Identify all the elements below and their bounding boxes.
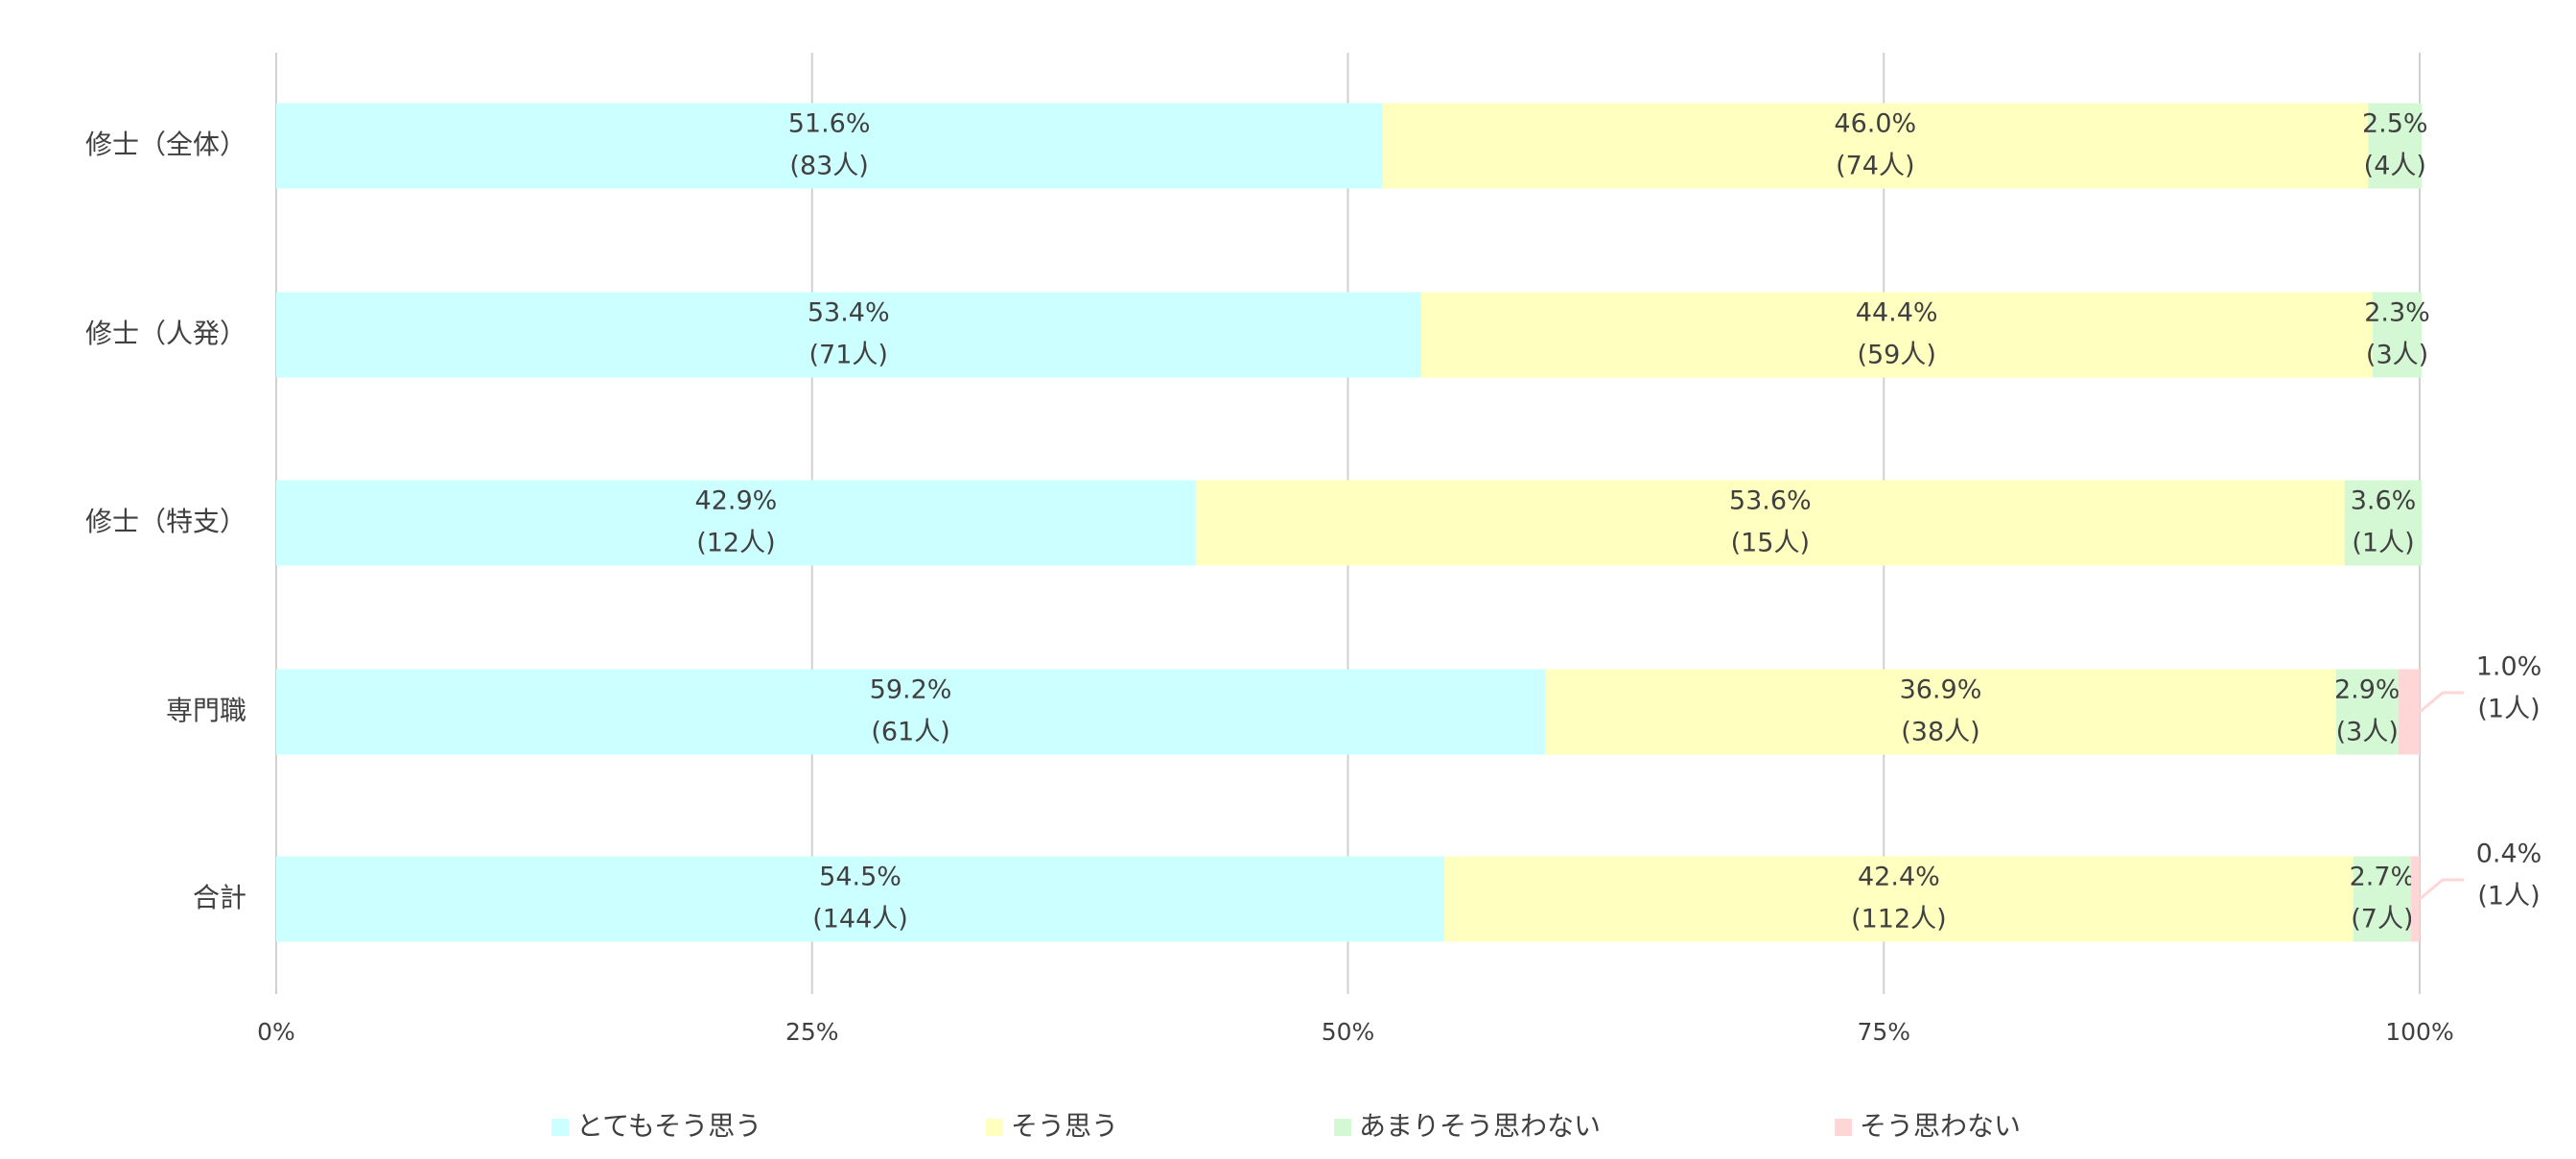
- data-label: 53.4%: [808, 298, 890, 328]
- data-label: 53.6%: [1729, 486, 1812, 516]
- data-label: 0.4%: [2476, 840, 2542, 869]
- legend-swatch: [986, 1119, 1003, 1136]
- bar-segment: [276, 292, 1421, 378]
- x-tick-label: 25%: [785, 1018, 839, 1046]
- bar-segment: [1420, 292, 2373, 378]
- bar-segment: [2368, 103, 2423, 189]
- count-label: (144人): [812, 905, 908, 934]
- count-label: (1人): [2477, 695, 2540, 724]
- legend-label: あまりそう思わない: [1359, 1110, 1601, 1142]
- count-label: (83人): [789, 152, 868, 181]
- legend-swatch: [551, 1119, 569, 1136]
- bar-segment: [1444, 856, 2354, 942]
- bar-segment: [1195, 480, 2345, 566]
- count-label: (61人): [871, 718, 949, 747]
- legend-label: とてもそう思う: [576, 1110, 761, 1142]
- bar-segment: [2353, 856, 2412, 942]
- bar-segment: [276, 480, 1196, 566]
- count-label: (1人): [2352, 529, 2414, 558]
- bar-segment: [2335, 669, 2399, 755]
- category-label: 専門職: [166, 695, 246, 726]
- count-label: (15人): [1731, 529, 1810, 558]
- x-tick-label: 50%: [1322, 1018, 1375, 1046]
- count-label: (3人): [2366, 341, 2428, 370]
- category-label: 修士（人発）: [85, 318, 246, 349]
- x-tick-label: 0%: [257, 1018, 295, 1046]
- bar-segment: [2372, 292, 2423, 378]
- data-label: 3.6%: [2351, 486, 2417, 516]
- bar-segment: [1545, 669, 2336, 755]
- count-label: (38人): [1901, 718, 1979, 747]
- count-label: (3人): [2336, 718, 2399, 747]
- legend-label: そう思う: [1011, 1110, 1118, 1142]
- category-label: 修士（全体）: [85, 129, 246, 160]
- data-label: 2.5%: [2362, 109, 2428, 139]
- data-label: 51.6%: [788, 109, 871, 139]
- data-label: 2.9%: [2334, 675, 2400, 705]
- bar-segment: [2411, 856, 2420, 942]
- data-label: 44.4%: [1856, 298, 1938, 328]
- count-label: (12人): [696, 529, 775, 558]
- x-tick-label: 100%: [2385, 1018, 2453, 1046]
- x-tick-label: 75%: [1857, 1018, 1910, 1046]
- data-label: 59.2%: [870, 675, 952, 705]
- legend-swatch: [1334, 1119, 1351, 1136]
- count-label: (71人): [809, 341, 888, 370]
- count-label: (59人): [1857, 341, 1935, 370]
- data-label: 46.0%: [1834, 109, 1916, 139]
- data-label: 2.7%: [2350, 863, 2416, 892]
- data-label: 2.3%: [2364, 298, 2430, 328]
- count-label: (74人): [1836, 152, 1914, 181]
- category-label: 合計: [193, 882, 246, 913]
- leader-line: [2419, 691, 2464, 714]
- bar-segment: [2344, 480, 2423, 566]
- legend-label: そう思わない: [1860, 1110, 2021, 1142]
- data-label: 54.5%: [819, 863, 902, 892]
- data-label: 42.9%: [695, 486, 778, 516]
- data-label: 42.4%: [1858, 863, 1940, 892]
- count-label: (112人): [1851, 905, 1947, 934]
- count-label: (7人): [2351, 905, 2413, 934]
- legend-swatch: [1835, 1119, 1852, 1136]
- bar-segment: [276, 856, 1445, 942]
- bar-segment: [2398, 669, 2420, 755]
- count-label: (1人): [2477, 882, 2540, 911]
- bar-segment: [1382, 103, 2369, 189]
- category-label: 修士（特支）: [85, 506, 246, 537]
- data-label: 1.0%: [2476, 652, 2542, 682]
- count-label: (4人): [2364, 152, 2426, 181]
- leader-line: [2419, 878, 2464, 901]
- bar-segment: [276, 103, 1383, 189]
- bar-segment: [276, 669, 1546, 755]
- data-label: 36.9%: [1900, 675, 1982, 705]
